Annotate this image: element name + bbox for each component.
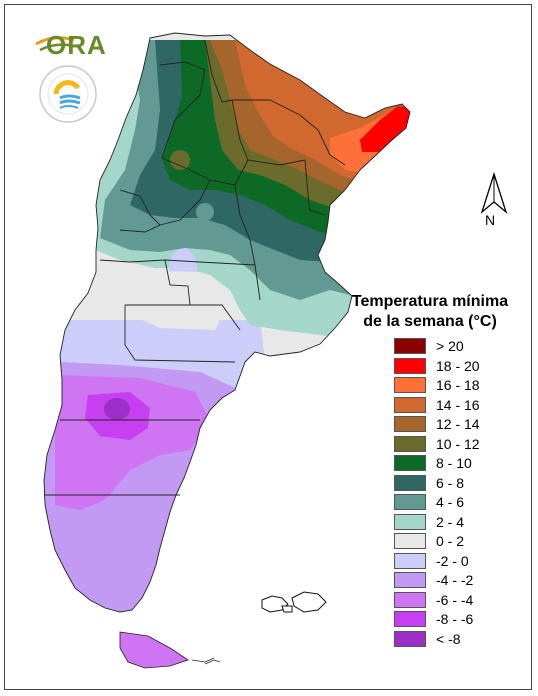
legend-label: 14 - 16	[436, 396, 480, 413]
legend-row: 14 - 16	[394, 396, 534, 415]
border-line	[234, 184, 256, 266]
legend-swatch	[394, 435, 426, 452]
legend-row: -4 - -2	[394, 571, 534, 590]
island-shape	[281, 605, 293, 613]
zone-4-6-pocket	[196, 203, 214, 221]
legend-label: -2 - 0	[436, 552, 469, 569]
legend-swatch	[394, 396, 426, 413]
legend-swatch	[394, 533, 426, 549]
zone-6-8-pocket	[170, 150, 190, 170]
border-line	[317, 129, 346, 166]
legend-row: 18 - 20	[394, 357, 534, 376]
legend-swatch	[394, 455, 426, 471]
legend-row: 8 - 10	[394, 454, 534, 473]
tierra-del-fuego	[119, 631, 215, 669]
border-line	[304, 159, 326, 216]
legend-label: 16 - 18	[436, 377, 480, 393]
legend-label: 0 - 2	[436, 533, 465, 549]
border-line	[159, 179, 211, 226]
legend-row: 6 - 8	[394, 474, 534, 493]
legend-row: 16 - 18	[394, 376, 534, 395]
border-line	[164, 259, 241, 331]
legend-swatch	[394, 513, 426, 530]
border-line	[254, 264, 261, 301]
islas-malvinas	[261, 591, 327, 613]
legend-swatch	[394, 572, 426, 588]
border-line	[124, 305, 236, 363]
legend-swatch	[394, 357, 426, 374]
legend-label: -8 - -6	[436, 611, 474, 627]
legend-swatch	[394, 416, 426, 432]
legend-title-line1: Temperatura mínima	[351, 293, 509, 310]
legend-label: 10 - 12	[436, 435, 480, 452]
legend-row: -2 - 0	[394, 552, 534, 571]
smn-seal	[39, 65, 97, 123]
temperature-zones	[44, 40, 410, 612]
legend-label: 6 - 8	[436, 474, 465, 491]
legend-label: -6 - -4	[436, 591, 474, 608]
legend-swatch	[394, 591, 426, 608]
legend-row: 10 - 12	[394, 435, 534, 454]
legend-label: 4 - 6	[436, 494, 465, 510]
legend-title-line2: de la semana (°C)	[363, 313, 497, 330]
legend-row: 2 - 4	[394, 513, 534, 532]
legend-label: -4 - -2	[436, 572, 474, 588]
map-mark	[204, 659, 221, 665]
border-line	[119, 224, 161, 233]
legend-row: -6 - -4	[394, 591, 534, 610]
legend-row: 12 - 14	[394, 415, 534, 434]
zone-0-2-pocket	[120, 270, 230, 330]
border-line	[43, 32, 411, 613]
legend-label: 8 - 10	[436, 455, 472, 471]
legend-row: -8 - -6	[394, 610, 534, 629]
legend-label: 18 - 20	[436, 357, 480, 374]
legend-row: < -8	[394, 630, 534, 649]
zone-below-minus8	[104, 398, 130, 420]
legend-label: > 20	[436, 338, 464, 354]
legend-swatch	[394, 474, 426, 491]
border-line	[161, 94, 201, 159]
legend-swatch	[394, 552, 426, 569]
legend-label: 12 - 14	[436, 416, 480, 432]
border-line	[247, 159, 306, 166]
north-label: N	[485, 212, 496, 228]
border-line	[269, 99, 319, 131]
border-line	[231, 99, 249, 161]
island-shape	[291, 591, 327, 613]
legend-swatch	[394, 494, 426, 510]
border-line	[204, 39, 270, 103]
legend-label: 2 - 4	[436, 513, 465, 530]
border-line	[119, 189, 161, 226]
province-borders	[43, 32, 411, 613]
legend-swatch	[394, 611, 426, 627]
legend-row: > 20	[394, 337, 534, 356]
legend-swatch	[394, 377, 426, 393]
legend-label: < -8	[436, 630, 461, 647]
legend-swatch	[394, 338, 426, 354]
legend-row: 4 - 6	[394, 493, 534, 512]
figure-frame	[4, 4, 532, 690]
legend-title: Temperatura mínima de la semana (°C)	[340, 292, 520, 332]
legend-row: 0 - 2	[394, 532, 534, 551]
ora-logo	[35, 36, 75, 52]
north-arrow-icon	[480, 172, 508, 214]
ora-brand-text: ORA	[46, 30, 107, 60]
border-line	[159, 61, 206, 96]
legend-swatch	[394, 630, 426, 647]
zone-18-20	[360, 106, 410, 152]
